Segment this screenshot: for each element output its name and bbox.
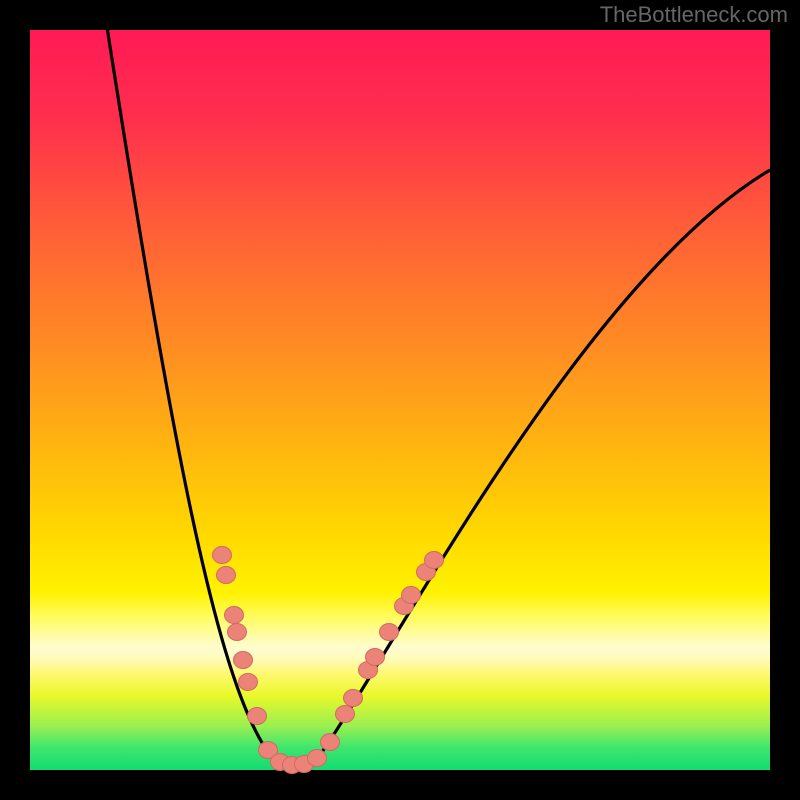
watermark-text: TheBottleneck.com [600,2,788,28]
chart-container: TheBottleneck.com [0,0,800,800]
data-marker [228,624,247,641]
data-marker [336,706,355,723]
data-marker [213,547,232,564]
data-marker [234,652,253,669]
data-marker [239,674,258,691]
data-marker [425,552,444,569]
data-marker [380,624,399,641]
data-marker [366,649,385,666]
data-marker [321,734,340,751]
plot-background [30,30,770,770]
bottleneck-chart [0,0,800,800]
data-marker [217,567,236,584]
data-marker [225,607,244,624]
data-marker [248,708,267,725]
data-marker [308,750,327,767]
data-marker [344,690,363,707]
data-marker [402,587,421,604]
